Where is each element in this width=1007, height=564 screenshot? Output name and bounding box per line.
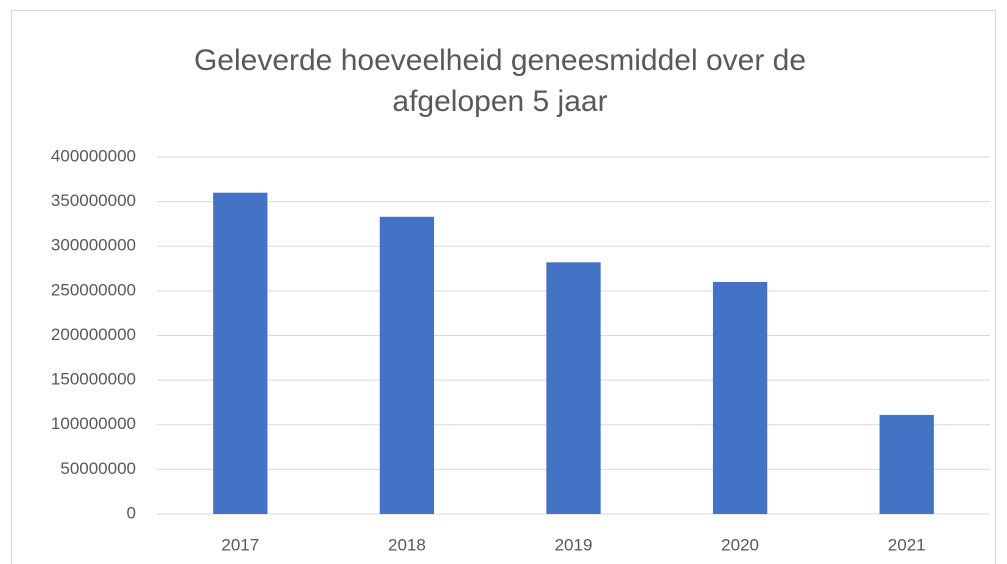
bar [879, 414, 934, 514]
y-tick-label: 100000000 [51, 414, 136, 433]
bar [712, 281, 768, 514]
y-tick-label: 350000000 [51, 191, 136, 210]
bar [213, 192, 268, 514]
bar [379, 216, 435, 515]
y-tick-label: 0 [127, 503, 136, 522]
x-tick-label: 2018 [388, 535, 426, 554]
x-tick-label: 2020 [721, 535, 759, 554]
y-tick-label: 250000000 [51, 280, 136, 299]
bar [546, 262, 601, 514]
y-tick-label: 300000000 [51, 236, 136, 255]
y-tick-label: 150000000 [51, 370, 136, 389]
x-tick-label: 2019 [555, 535, 593, 554]
y-tick-label: 200000000 [51, 325, 136, 344]
chart-title: Geleverde hoeveelheid geneesmiddel over … [193, 44, 807, 118]
y-tick-label: 400000000 [51, 146, 136, 165]
chart-border [11, 10, 996, 564]
x-tick-label: 2017 [221, 535, 259, 554]
y-tick-label: 50000000 [60, 459, 136, 478]
x-tick-label: 2021 [888, 535, 926, 554]
